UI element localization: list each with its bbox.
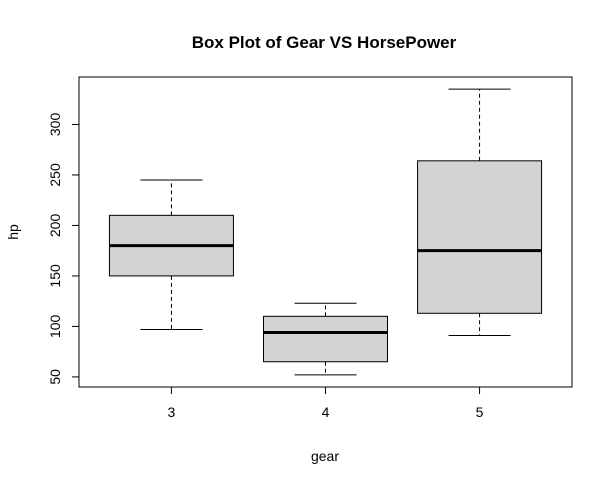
y-tick-label: 50: [47, 369, 63, 385]
x-axis-label: gear: [311, 448, 339, 464]
y-tick-label: 250: [47, 163, 63, 187]
y-tick-label: 200: [47, 214, 63, 238]
box-group-gear-5: [417, 88, 543, 337]
y-axis-label: hp: [5, 224, 21, 240]
x-axis: 3 4 5: [168, 386, 484, 420]
box-iqr: [263, 315, 388, 363]
x-tick-label: 5: [476, 404, 484, 420]
boxes-layer: [108, 88, 543, 376]
y-tick-label: 150: [47, 264, 63, 288]
x-tick-label: 4: [322, 404, 330, 420]
box-group-gear-3: [108, 179, 234, 330]
box-iqr: [417, 160, 543, 314]
y-tick-label: 100: [47, 315, 63, 339]
chart-title: Box Plot of Gear VS HorsePower: [192, 33, 457, 52]
y-axis: 50 100 150 200 250 300: [47, 113, 80, 385]
x-tick-label: 3: [168, 404, 176, 420]
box-group-gear-4: [263, 302, 388, 376]
y-tick-label: 300: [47, 113, 63, 137]
